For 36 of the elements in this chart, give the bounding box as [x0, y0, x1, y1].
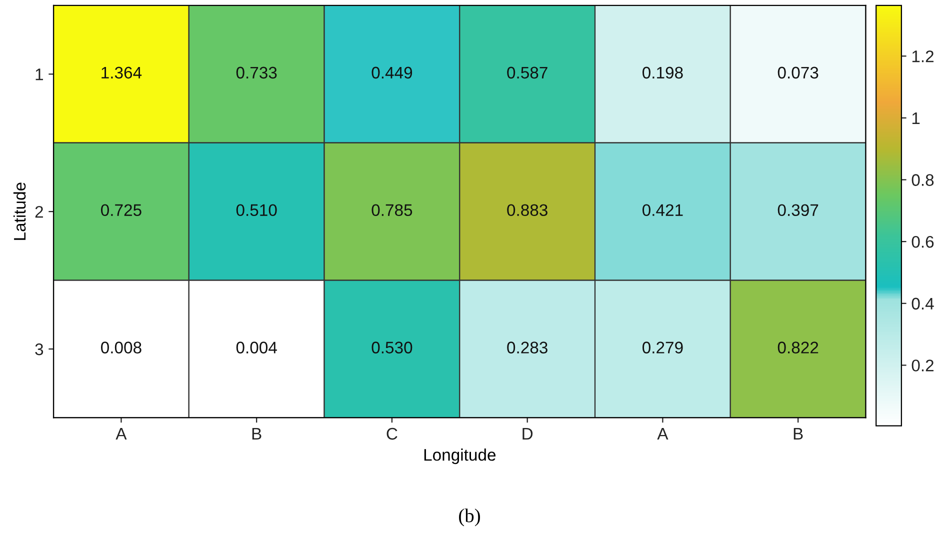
data-label: 0.397: [778, 204, 818, 216]
color-bar-label: 0.2: [912, 360, 934, 372]
data-label: 1.364: [102, 66, 142, 79]
data-label: 0.883: [507, 204, 548, 216]
color-bar-label: 0.4: [912, 298, 934, 310]
x-tick-label: C: [386, 428, 398, 440]
color-bar-label: 0.8: [912, 174, 934, 186]
data-label: 0.421: [642, 204, 683, 216]
data-label: 0.510: [236, 204, 277, 216]
x-axis-title: Longitude: [424, 448, 496, 464]
y-tick-label: 3: [35, 343, 44, 356]
data-label: 0.530: [372, 342, 412, 354]
data-label: 0.725: [101, 204, 142, 216]
y-tick-label: 1: [36, 68, 43, 80]
color-bar-label: 0.6: [912, 236, 934, 248]
x-tick-label: D: [522, 428, 533, 440]
data-label: 0.733: [236, 66, 277, 79]
y-tick-label: 2: [35, 206, 43, 218]
data-label: 0.587: [507, 66, 548, 79]
x-tick-label: B: [252, 428, 262, 440]
data-label: 0.008: [101, 342, 142, 354]
data-label: 0.004: [236, 342, 277, 354]
data-label: 0.785: [372, 204, 412, 216]
x-tick-label: B: [794, 428, 803, 440]
data-label: 0.449: [372, 66, 412, 79]
data-label: 0.279: [642, 342, 683, 354]
data-label: 0.283: [507, 342, 548, 354]
x-tick-label: A: [657, 428, 668, 440]
data-label: 0.198: [642, 66, 683, 79]
text: (b): [459, 508, 480, 526]
x-tick-label: A: [116, 428, 127, 440]
data-label: 0.822: [778, 342, 818, 354]
color-bar-label: 1: [912, 112, 920, 124]
data-label: 0.073: [778, 66, 818, 79]
color-bar-label: 1.2: [912, 50, 934, 62]
y-axis-title: Latitude: [13, 182, 26, 240]
